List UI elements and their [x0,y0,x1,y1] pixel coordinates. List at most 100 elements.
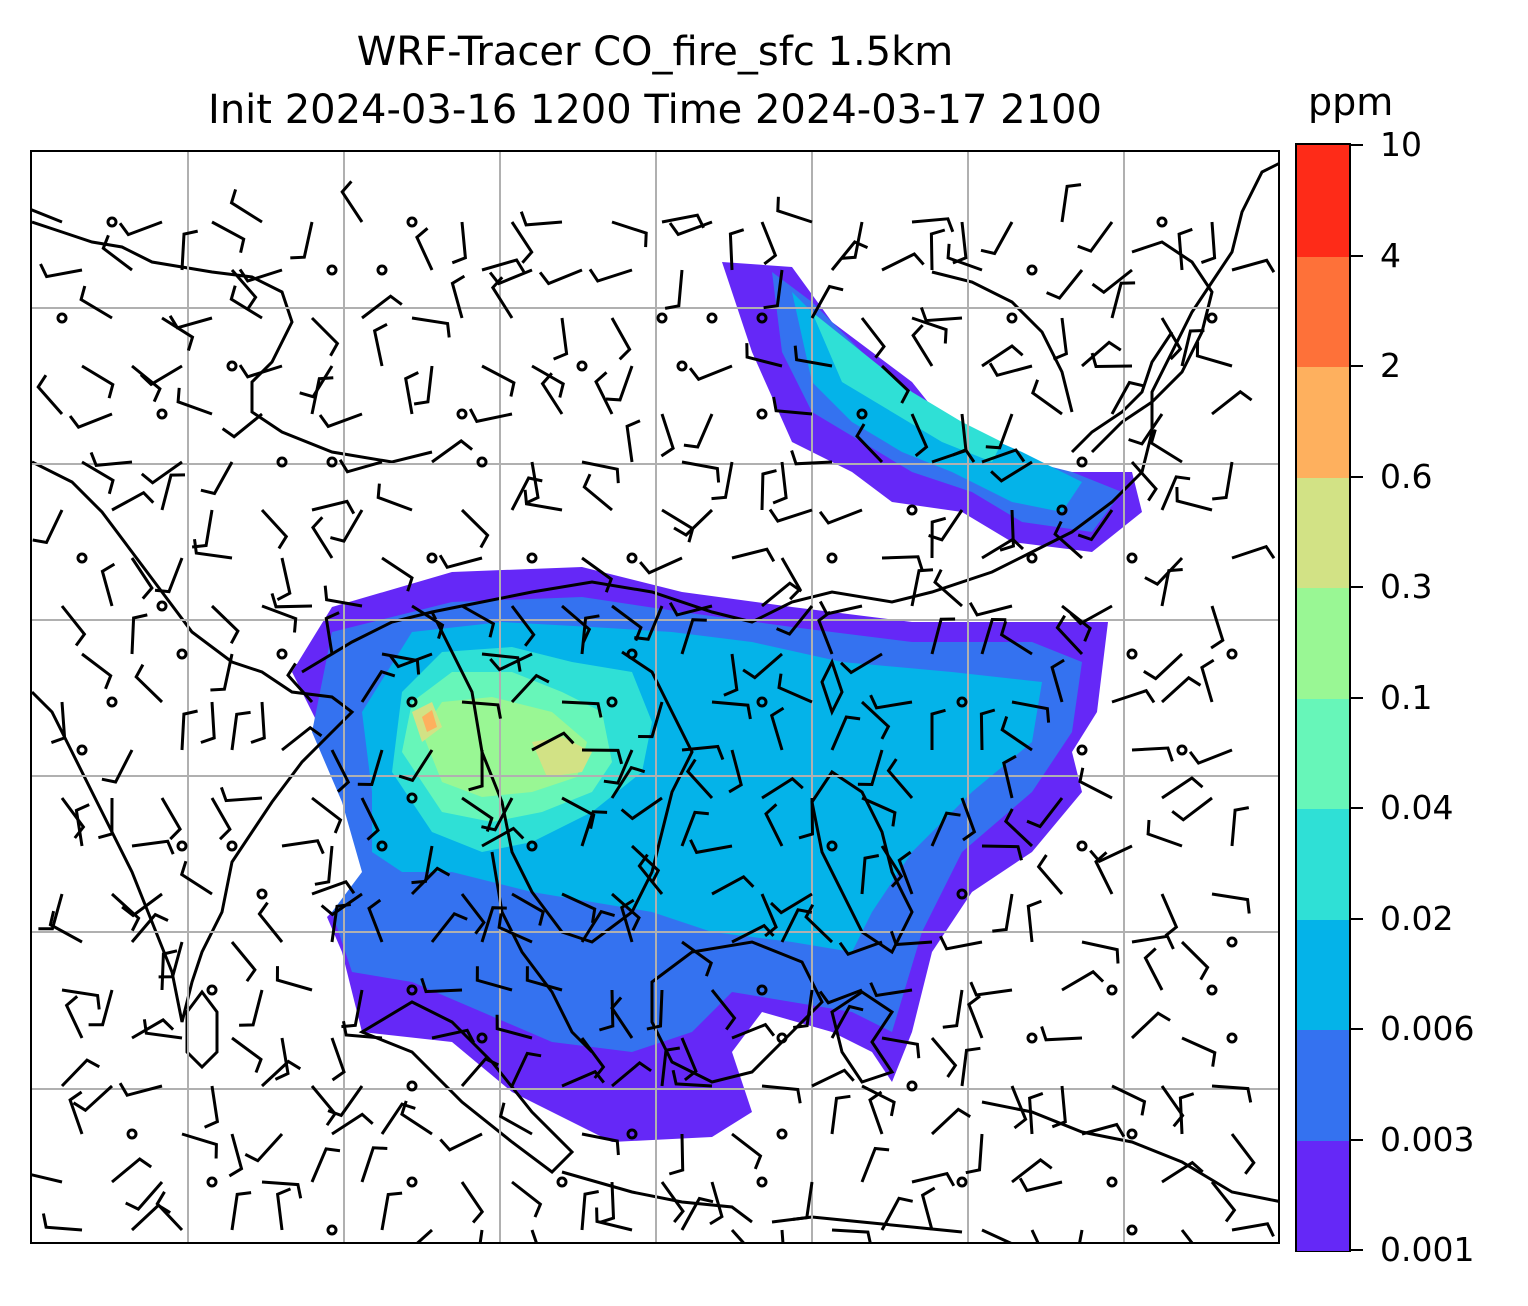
calm-wind-circle [1126,648,1138,660]
coast-arabian [32,220,433,464]
wind-barb [561,796,596,830]
colorbar-tick-label: 0.02 [1380,898,1454,938]
wind-barb [230,269,258,310]
wind-barb [910,413,929,457]
wind-barb [519,211,563,227]
wind-barb [81,364,115,399]
wind-barb [1003,808,1034,848]
wind-barb [711,700,752,720]
wind-barb [121,892,163,918]
wind-barb [857,749,884,787]
calm-wind-circle [1006,312,1018,324]
wind-barb [203,1085,220,1129]
wind-barb [673,508,714,537]
wind-barb [838,940,883,956]
calm-wind-circle [756,984,768,996]
wind-barb [620,796,663,821]
wind-barb [1028,1091,1044,1135]
wind-barb [1000,716,1033,752]
wind-barb [1211,1084,1253,1103]
wind-barb [769,892,813,915]
wind-barb [275,966,313,992]
wind-barb [431,439,474,464]
wind-barb [481,652,522,672]
calm-wind-circle [206,1176,218,1188]
wind-barb [610,765,646,799]
colorbar [1295,143,1351,1252]
gridline-layer [32,152,1278,1242]
calm-wind-circle [326,1224,338,1236]
wind-barb [341,989,364,1029]
co-plume-layer [292,262,1142,1142]
wind-barb [260,1059,302,1088]
calm-wind-circle [1106,984,1118,996]
wind-barb [400,1100,433,1136]
wind-barb [728,228,745,271]
wind-barb [980,617,1007,655]
wind-barb [36,374,64,415]
wind-barb [60,1058,101,1088]
calm-wind-circle [156,408,168,420]
wind-barb [340,180,364,223]
colorbar-segment [1297,808,1349,920]
colorbar-segment [1297,587,1349,699]
calm-wind-circle [276,456,288,468]
wind-barb [1180,940,1210,981]
wind-barb [840,221,864,260]
colorbar-tick-mark [1351,807,1363,809]
wind-barb [911,217,955,233]
wind-barb [939,935,983,951]
wind-barb [660,1046,681,1087]
wind-barb [780,1229,785,1242]
wind-barb [761,581,803,608]
wind-barb [1040,1026,1083,1042]
wind-barb [910,568,934,607]
calm-wind-circle [776,1032,788,1044]
wind-barb [810,284,844,319]
wind-barb [1160,475,1191,511]
wind-barb [1231,544,1276,560]
wind-barb [257,901,284,943]
wind-barb [1200,658,1215,703]
wind-barb [981,844,1023,861]
calm-wind-circle [956,1176,968,1188]
colorbar-tick-label: 0.04 [1380,788,1454,827]
calm-wind-circle [1106,1176,1118,1188]
wind-barb [804,903,834,944]
wind-barb [685,758,714,800]
wind-barb [1211,892,1251,914]
wind-barb [60,797,86,839]
wind-barb [671,1069,713,1088]
calm-wind-circle [706,312,718,324]
wind-barb [1160,317,1183,361]
calm-wind-circle [1026,264,1038,276]
calm-wind-circle [1126,1224,1138,1236]
calm-wind-circle [1076,840,1088,852]
wind-barb [831,1228,872,1242]
wind-barb [388,652,433,669]
wind-barb [990,460,1033,483]
wind-barb [960,1046,981,1087]
wind-barb [1231,1222,1275,1238]
wind-barb [101,749,134,784]
wind-barb [360,1146,388,1183]
wind-barb [1061,969,1105,992]
wind-barb [1200,221,1217,265]
wind-barb [830,1094,851,1135]
wind-barb [1188,748,1233,765]
calm-wind-circle [406,696,418,708]
wind-barb [1089,844,1133,864]
wind-barb [497,913,533,944]
wind-barb [310,1085,337,1127]
wind-barb [420,977,463,994]
wind-barb [1030,1229,1040,1242]
wind-barb [510,221,534,264]
calm-wind-circle [106,216,118,228]
wind-barb [79,285,113,320]
wind-barb [580,1190,599,1231]
wind-barb [155,1191,184,1232]
wind-barb [48,910,83,944]
wind-barb [110,892,141,932]
wind-barb [310,376,334,415]
coast-philippines [810,769,914,955]
